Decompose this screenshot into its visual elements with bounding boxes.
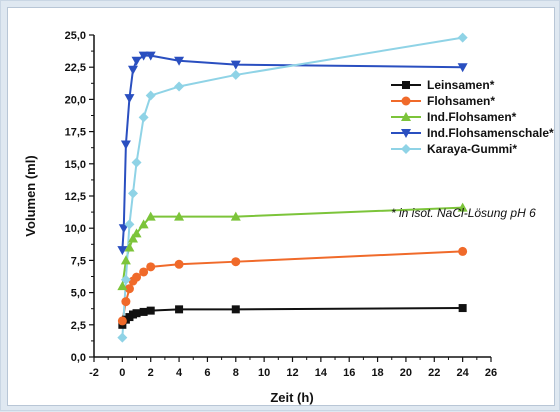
- y-tick-label: 17,5: [65, 127, 86, 139]
- x-tick-label: 4: [176, 367, 183, 379]
- data-point-2: [117, 281, 128, 291]
- legend: Leinsamen* Flohsamen* Ind.Flohsamen* Ind.Fl…: [391, 78, 554, 156]
- data-point-0: [132, 309, 141, 318]
- data-point-2: [174, 211, 185, 221]
- y-tick-label: 10,0: [65, 223, 86, 235]
- data-point-4: [457, 32, 468, 43]
- data-point-2: [138, 219, 149, 229]
- x-tick-label: 20: [400, 367, 412, 379]
- data-point-3: [117, 246, 128, 256]
- data-point-2: [457, 202, 468, 212]
- data-point-1: [121, 297, 131, 307]
- x-axis-title: Zeit (h): [270, 390, 313, 405]
- y-axis-title: Volumen (ml): [23, 155, 38, 236]
- annotation-text: * in isot. NaCl-Lösung pH 6: [391, 206, 536, 220]
- data-point-2: [124, 242, 135, 252]
- x-tick-label: 2: [148, 367, 154, 379]
- data-point-3: [457, 63, 468, 73]
- x-tick-label: 6: [204, 367, 210, 379]
- x-tick-label: 14: [315, 367, 328, 379]
- data-point-1: [146, 262, 156, 272]
- data-point-1: [117, 316, 127, 326]
- data-point-2: [145, 211, 156, 221]
- series-line-4: [121, 36, 463, 338]
- data-point-4: [131, 157, 142, 168]
- y-tick-label: 5,0: [71, 288, 86, 300]
- data-point-1: [139, 267, 149, 277]
- data-point-4: [120, 274, 131, 285]
- data-point-2: [230, 211, 241, 221]
- y-tick-label: 12,5: [65, 191, 86, 203]
- legend-label: Leinsamen*: [427, 78, 495, 92]
- data-point-3: [138, 51, 149, 61]
- series-lines: [121, 36, 463, 338]
- y-tick-label: 0,0: [71, 352, 86, 364]
- x-tick-label: 24: [457, 367, 470, 379]
- axes: 0,0 2,5 5,0 7,5 10,0 12,5 15,0 17,5 20,0 22,5 25,0…: [65, 30, 498, 379]
- data-point-0: [231, 305, 240, 314]
- x-tick-label: 10: [258, 367, 270, 379]
- x-tick-label: 16: [343, 367, 355, 379]
- x-tick-label: 18: [371, 367, 383, 379]
- data-point-3: [174, 56, 185, 66]
- data-point-3: [124, 94, 135, 104]
- x-tick-label: -2: [89, 367, 99, 379]
- data-point-3: [145, 51, 156, 61]
- legend-marker: [401, 96, 411, 106]
- y-tick-label: 2,5: [71, 320, 86, 332]
- data-point-4: [145, 90, 156, 101]
- x-tick-label: 26: [485, 367, 497, 379]
- data-point-4: [124, 219, 135, 230]
- data-point-0: [458, 304, 467, 313]
- series-markers: [117, 32, 468, 343]
- series-line-0: [121, 307, 463, 326]
- data-point-3: [120, 140, 131, 150]
- data-point-4: [230, 69, 241, 80]
- data-point-2: [127, 233, 138, 243]
- data-point-0: [146, 306, 155, 315]
- data-point-2: [131, 228, 142, 238]
- legend-marker: [401, 129, 411, 138]
- legend-marker: [401, 112, 411, 121]
- data-point-4: [174, 81, 185, 92]
- x-tick-label: 8: [233, 367, 239, 379]
- data-point-1: [231, 257, 241, 267]
- legend-label: Ind.Flohsamenschale*: [427, 126, 554, 140]
- legend-marker: [401, 144, 411, 154]
- y-tick-label: 25,0: [65, 30, 86, 42]
- data-point-4: [117, 332, 128, 343]
- data-point-3: [127, 65, 138, 75]
- legend-label: Karaya-Gummi*: [427, 142, 517, 156]
- data-point-0: [139, 307, 148, 316]
- x-tick-label: 0: [119, 367, 125, 379]
- data-point-1: [174, 259, 184, 269]
- x-tick-label: 12: [286, 367, 298, 379]
- data-point-0: [175, 305, 184, 314]
- data-point-1: [124, 284, 134, 294]
- y-tick-label: 22,5: [65, 62, 86, 74]
- y-tick-label: 7,5: [71, 255, 86, 267]
- legend-label: Ind.Flohsamen*: [427, 110, 517, 124]
- y-tick-label: 20,0: [65, 94, 86, 106]
- data-point-1: [132, 272, 142, 282]
- data-point-3: [230, 60, 241, 70]
- data-point-3: [118, 224, 129, 234]
- legend-marker: [402, 81, 410, 89]
- data-point-1: [458, 246, 468, 256]
- data-point-4: [138, 112, 149, 123]
- y-tick-label: 15,0: [65, 159, 86, 171]
- data-point-3: [131, 56, 142, 66]
- legend-label: Flohsamen*: [427, 94, 495, 108]
- data-point-4: [127, 188, 138, 199]
- x-tick-label: 22: [428, 367, 440, 379]
- data-point-2: [120, 255, 131, 265]
